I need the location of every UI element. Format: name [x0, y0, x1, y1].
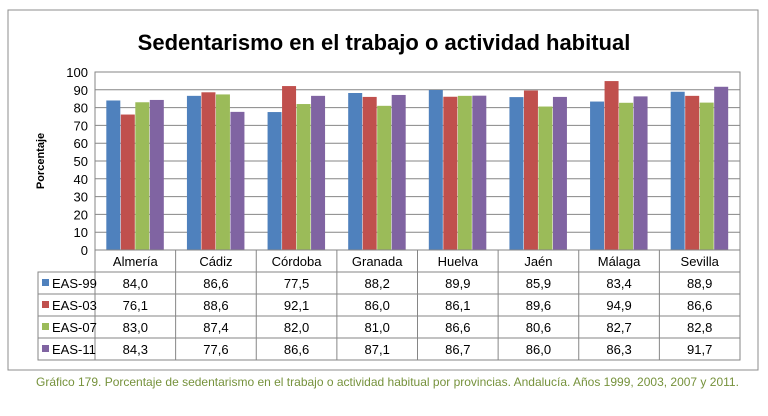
data-label: 88,2 — [365, 276, 390, 291]
data-label: 77,5 — [284, 276, 309, 291]
y-tick-label: 40 — [74, 172, 88, 187]
chart-title: Sedentarismo en el trabajo o actividad h… — [138, 30, 631, 55]
legend-key-EAS-03 — [42, 301, 49, 308]
category-label: Huelva — [438, 254, 479, 269]
data-label: 89,9 — [445, 276, 470, 291]
data-label: 86,0 — [365, 298, 390, 313]
y-axis-label: Porcentaje — [35, 133, 47, 189]
bar-chart: Sedentarismo en el trabajo o actividad h… — [7, 9, 759, 371]
bar-EAS-07-Cádiz — [215, 94, 230, 250]
bar-EAS-99-Granada — [348, 93, 363, 250]
y-tick-label: 0 — [81, 243, 88, 258]
data-label: 81,0 — [365, 320, 390, 335]
data-label: 80,6 — [526, 320, 551, 335]
data-label: 89,6 — [526, 298, 551, 313]
bar-EAS-03-Cádiz — [201, 92, 216, 251]
data-label: 86,6 — [687, 298, 712, 313]
data-label: 86,0 — [526, 342, 551, 357]
data-label: 91,7 — [687, 342, 712, 357]
category-label: Almería — [113, 254, 159, 269]
bar-EAS-03-Córdoba — [282, 86, 297, 250]
data-label: 83,0 — [123, 320, 148, 335]
legend-key-EAS-99 — [42, 279, 49, 286]
legend-label: EAS-99 — [52, 276, 97, 291]
bar-EAS-07-Málaga — [619, 102, 634, 250]
bar-EAS-11-Cádiz — [230, 111, 245, 250]
data-label: 87,1 — [365, 342, 390, 357]
bar-EAS-11-Sevilla — [714, 86, 729, 250]
bar-EAS-07-Granada — [377, 105, 392, 250]
category-label: Málaga — [598, 254, 641, 269]
data-label: 88,6 — [203, 298, 228, 313]
bar-EAS-11-Huelva — [472, 95, 487, 250]
y-tick-label: 10 — [74, 225, 88, 240]
category-label: Granada — [352, 254, 403, 269]
bar-EAS-99-Almería — [106, 100, 121, 250]
bar-EAS-99-Huelva — [428, 89, 443, 250]
bar-EAS-99-Málaga — [590, 101, 605, 250]
data-label: 94,9 — [606, 298, 631, 313]
data-label: 82,8 — [687, 320, 712, 335]
bar-EAS-99-Cádiz — [186, 95, 201, 251]
bar-EAS-11-Málaga — [633, 96, 648, 250]
bar-EAS-07-Almería — [135, 102, 150, 250]
y-tick-label: 90 — [74, 83, 88, 98]
legend-key-EAS-07 — [42, 323, 49, 330]
data-label: 82,0 — [284, 320, 309, 335]
data-label: 88,9 — [687, 276, 712, 291]
data-label: 85,9 — [526, 276, 551, 291]
bar-EAS-07-Córdoba — [296, 104, 311, 250]
data-label: 86,3 — [606, 342, 631, 357]
bar-EAS-99-Jaén — [509, 97, 524, 251]
y-tick-label: 80 — [74, 101, 88, 116]
data-label: 87,4 — [203, 320, 228, 335]
data-label: 82,7 — [606, 320, 631, 335]
category-label: Córdoba — [272, 254, 323, 269]
legend-label: EAS-03 — [52, 298, 97, 313]
data-label: 84,0 — [123, 276, 148, 291]
bar-EAS-11-Granada — [391, 94, 406, 250]
bar-EAS-03-Huelva — [443, 96, 458, 250]
bar-EAS-03-Almería — [120, 114, 135, 251]
bar-EAS-07-Sevilla — [699, 102, 714, 250]
data-label: 86,6 — [203, 276, 228, 291]
legend-key-EAS-11 — [42, 345, 49, 352]
bar-EAS-03-Sevilla — [685, 95, 700, 251]
bar-EAS-03-Jaén — [523, 90, 538, 251]
data-label: 83,4 — [606, 276, 631, 291]
legend-label: EAS-11 — [52, 342, 96, 357]
bar-EAS-99-Córdoba — [267, 112, 282, 250]
category-label: Cádiz — [199, 254, 232, 269]
y-tick-label: 30 — [74, 190, 88, 205]
data-label: 86,6 — [284, 342, 309, 357]
data-label: 77,6 — [203, 342, 228, 357]
y-tick-label: 50 — [74, 154, 88, 169]
y-tick-label: 100 — [66, 65, 88, 80]
figure-caption: Gráfico 179. Porcentaje de sedentarismo … — [36, 375, 739, 389]
y-tick-label: 20 — [74, 207, 88, 222]
bar-EAS-07-Jaén — [538, 106, 553, 250]
legend-label: EAS-07 — [52, 320, 97, 335]
bar-EAS-07-Huelva — [457, 95, 472, 251]
data-label: 86,7 — [445, 342, 470, 357]
bar-EAS-11-Jaén — [552, 96, 567, 250]
data-label: 86,1 — [445, 298, 470, 313]
y-tick-label: 60 — [74, 136, 88, 151]
category-label: Jaén — [524, 254, 552, 269]
bar-EAS-99-Sevilla — [670, 91, 685, 251]
bar-EAS-03-Granada — [362, 96, 377, 250]
category-label: Sevilla — [681, 254, 720, 269]
data-label: 92,1 — [284, 298, 309, 313]
data-label: 86,6 — [445, 320, 470, 335]
bar-EAS-11-Almería — [149, 99, 164, 250]
bar-EAS-03-Málaga — [604, 81, 619, 250]
data-label: 76,1 — [123, 298, 148, 313]
bar-EAS-11-Córdoba — [311, 95, 326, 251]
y-tick-label: 70 — [74, 118, 88, 133]
data-label: 84,3 — [123, 342, 148, 357]
